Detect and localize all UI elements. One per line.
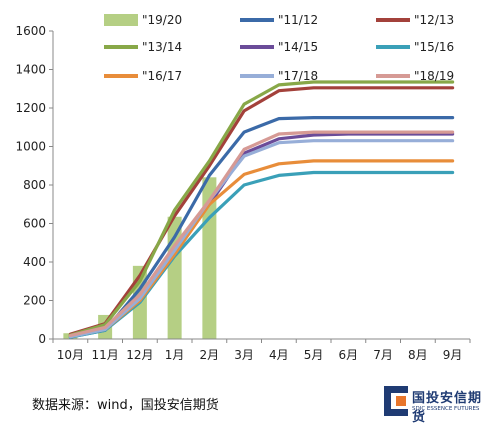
logo-mark-icon [384,386,408,416]
chart: 0 200 400 600 800 1000 1200 1400 1600 10月 11月 12月 1月… [15,13,471,362]
y-tick-label: 1400 [15,63,46,77]
legend-label: "12/13 [414,13,454,27]
source-note: 数据来源：wind，国投安信期货 [32,398,219,413]
series-line [68,86,455,336]
y-tick-label: 800 [23,178,46,192]
legend-swatch [104,14,138,26]
x-tick-label: 11月 [91,348,118,362]
legend-label: "15/16 [414,40,454,54]
y-tick-label: 1000 [15,140,46,154]
y-tick-label: 1200 [15,101,46,115]
x-tick-label: 3月 [234,348,254,362]
x-tick-label: 9月 [443,348,463,362]
axes: 0 200 400 600 800 1000 1200 1400 1600 10月 11月 12月 1月… [15,24,471,362]
x-tick-label: 7月 [373,348,393,362]
legend-label: "19/20 [142,13,182,27]
company-logo: 国投安信期货 SDIC ESSENCE FUTURES [384,386,488,425]
y-tick-label: 400 [23,255,46,269]
series-line [68,130,455,338]
legend-label: "17/18 [278,69,318,83]
legend: "19/20 "11/12 "12/13 "13/14 "14/15 "15/16 "16/… [104,13,454,83]
y-tick-label: 0 [38,332,46,346]
x-tick-label: 1月 [165,348,185,362]
legend-label: "14/15 [278,40,318,54]
bar [202,177,217,339]
x-tick-label: 12月 [126,348,153,362]
legend-label: "16/17 [142,69,182,83]
x-tick-label: 5月 [304,348,324,362]
x-tick-label: 8月 [408,348,428,362]
x-tick-label: 4月 [269,348,289,362]
legend-label: "13/14 [142,40,182,54]
y-tick-label: 600 [23,217,46,231]
series-line [68,115,455,339]
logo-name-en: SDIC ESSENCE FUTURES [412,406,480,412]
series-line [68,139,455,339]
x-tick-label: 6月 [339,348,359,362]
x-tick-label: 2月 [200,348,220,362]
series-line [68,80,455,337]
legend-label: "18/19 [414,69,454,83]
line-series [68,80,455,339]
y-tick-label: 200 [23,294,46,308]
logo-name-cn: 国投安信期货 [412,391,483,425]
y-tick-label: 1600 [15,24,46,38]
x-tick-label: 10月 [57,348,84,362]
legend-label: "11/12 [278,13,318,27]
